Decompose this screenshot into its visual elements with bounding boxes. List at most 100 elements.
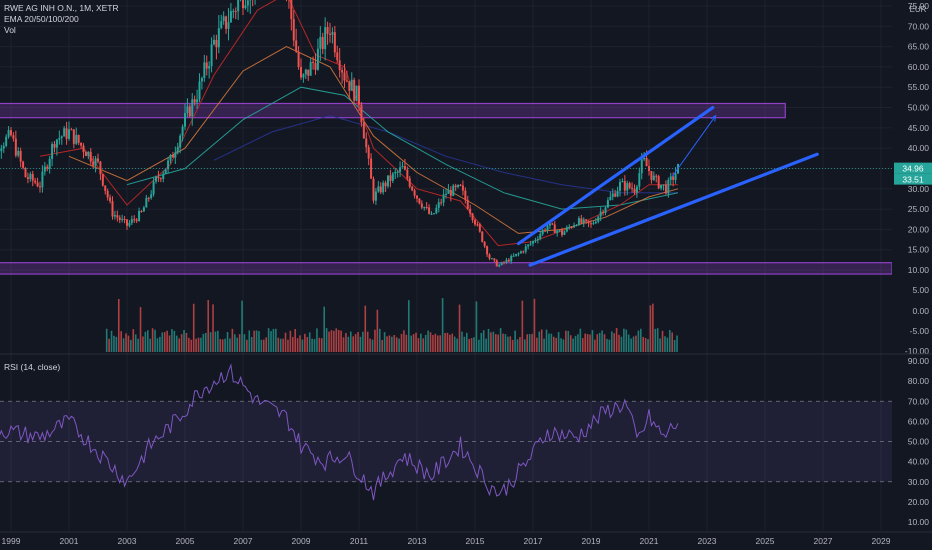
candle-body <box>585 219 588 221</box>
candle-body <box>592 223 595 225</box>
volume-bar <box>333 330 335 352</box>
candle-body <box>145 197 148 208</box>
candle-body <box>309 61 312 76</box>
volume-bar <box>577 334 579 352</box>
volume-bar <box>637 330 640 352</box>
price-tick-label: 50.00 <box>908 103 930 113</box>
time-tick-label: 2005 <box>176 536 195 546</box>
candle-body <box>536 238 539 241</box>
volume-bar <box>543 338 545 352</box>
projection-arrow[interactable] <box>671 115 717 177</box>
candle-body <box>133 219 136 221</box>
volume-bar <box>516 339 519 352</box>
candle-body <box>474 220 476 225</box>
volume-bar <box>574 335 577 352</box>
projection-arrowhead[interactable] <box>710 114 717 122</box>
candle-body <box>469 208 472 214</box>
volume-bar <box>122 338 125 352</box>
volume-bar <box>533 298 536 352</box>
volume-bar <box>627 334 630 352</box>
volume-bar <box>548 333 550 352</box>
candle-body <box>428 207 431 214</box>
volume-bar <box>480 332 483 352</box>
volume-bar <box>134 334 137 352</box>
symbol-title[interactable]: RWE AG INH O.N., 1M, XETR <box>4 3 119 13</box>
candle-body <box>394 172 397 174</box>
volume-bar <box>552 336 555 352</box>
candle-body <box>445 193 447 195</box>
candle-body <box>246 0 249 6</box>
volume-bar <box>320 338 323 352</box>
candle-body <box>374 191 377 201</box>
price-tag-ema[interactable] <box>894 173 932 185</box>
candle-body <box>350 79 353 91</box>
volume-bar <box>620 336 623 352</box>
volume-bar <box>584 333 586 352</box>
candle-body <box>300 67 302 78</box>
candle-body <box>171 154 174 158</box>
volume-bar <box>125 333 127 352</box>
rsi-legend[interactable]: RSI (14, close) <box>4 362 61 372</box>
volume-bar <box>217 330 219 352</box>
volume-bar <box>296 338 299 352</box>
price-tag-current[interactable] <box>894 162 932 174</box>
candle-body <box>179 135 182 148</box>
rsi-tick-label: 70.00 <box>908 396 930 406</box>
trendlines[interactable] <box>0 105 892 267</box>
candle-body <box>227 22 230 29</box>
volume-bar <box>345 333 347 352</box>
candle-body <box>510 256 513 262</box>
candle-body <box>389 175 392 181</box>
volume-bar <box>291 336 294 352</box>
candle-body <box>575 225 578 227</box>
candle-body <box>391 173 394 181</box>
volume-bar <box>659 338 661 352</box>
candle-body <box>176 147 179 153</box>
volume-bar <box>299 335 301 352</box>
time-axis[interactable]: 1999 2001 2003 2005 2007 2009 2011 2013 2015 2017… <box>0 531 932 550</box>
price-candles <box>0 0 679 268</box>
volume-bar <box>188 337 190 352</box>
candle-body <box>399 167 402 172</box>
candle-body <box>353 79 356 101</box>
price-tick-label: 20.00 <box>908 224 930 234</box>
volume-tick-label: -10.00 <box>905 346 929 356</box>
trendline-0[interactable] <box>516 105 715 246</box>
volume-bar <box>555 337 557 352</box>
volume-bar <box>509 336 512 352</box>
volume-bar <box>642 336 644 352</box>
volume-bar <box>253 330 255 352</box>
volume-bar <box>473 337 475 352</box>
trendline-1[interactable] <box>528 152 819 267</box>
volume-bar <box>335 328 338 352</box>
volume-bar <box>494 334 497 352</box>
zone-rect-0[interactable] <box>0 102 786 119</box>
candle-body <box>22 161 25 168</box>
candle-body <box>529 243 532 245</box>
candle-body <box>669 176 672 180</box>
volume-bar <box>105 328 108 352</box>
zone-rect-1[interactable] <box>0 262 893 275</box>
volume-bar <box>511 339 514 352</box>
candle-body <box>490 258 493 260</box>
price-axis[interactable]: 75.00 70.00 65.00 60.00 55.00 50.00 45.00 40.00… <box>892 0 932 550</box>
candle-body <box>17 150 20 156</box>
candle-body <box>48 158 51 169</box>
candle-body <box>471 213 474 221</box>
volume-bar <box>649 305 652 352</box>
candle-body <box>237 0 240 12</box>
ema-legend[interactable]: EMA 20/50/100/200 <box>4 14 79 24</box>
horizontal-zones[interactable] <box>0 102 893 275</box>
volume-bar <box>456 338 458 352</box>
volume-legend[interactable]: Vol <box>4 25 16 35</box>
candle-body <box>343 72 346 81</box>
chart-legend: RWE AG INH O.N., 1M, XETR EMA 20/50/100/… <box>4 3 119 36</box>
candle-body <box>367 147 370 159</box>
candle-body <box>106 190 109 198</box>
candle-body <box>464 190 467 200</box>
candle-body <box>150 194 153 199</box>
volume-bar <box>603 334 606 352</box>
volume-bar <box>376 309 379 352</box>
volume-bar <box>185 332 188 352</box>
